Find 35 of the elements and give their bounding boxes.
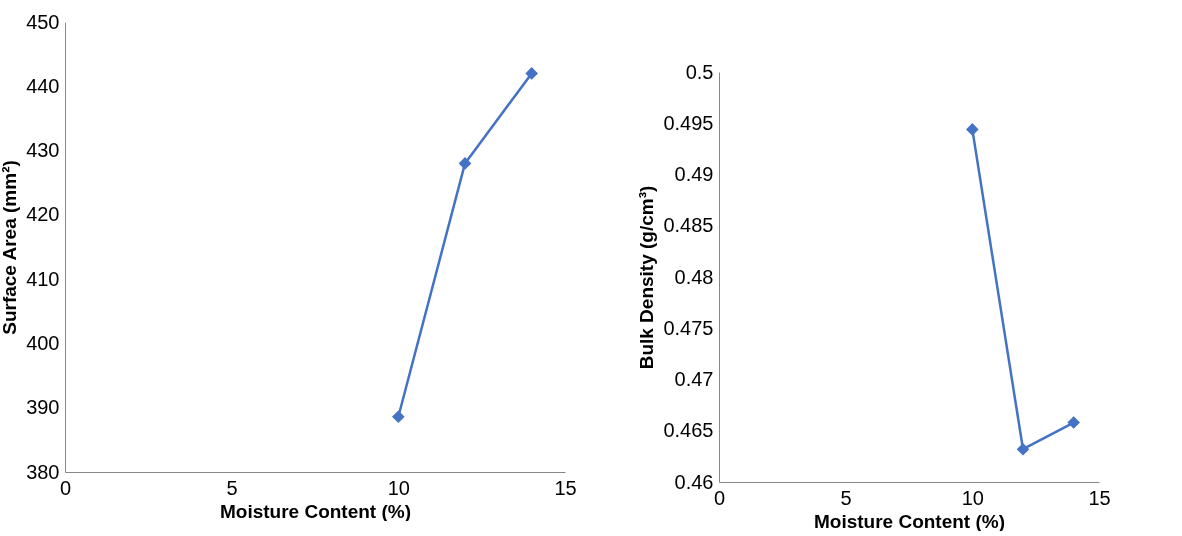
point [1016,442,1030,456]
x-tick-label: 0 [713,486,726,509]
y-tick-label: 0.495 [663,111,714,134]
point [458,157,472,170]
x-tick-label: 0 [59,476,72,499]
point [966,123,979,136]
y-tick-label: 430 [26,139,60,162]
x-tick-label: 15 [554,476,577,499]
y-tick-label: 0.475 [663,316,714,339]
y-axis-title: Surface Area (mm²) [0,160,21,335]
x-tick-label: 10 [961,486,984,509]
point [392,410,405,424]
x-tick-label: 5 [226,476,238,499]
y-tick-label: 410 [26,267,60,290]
y-tick-label: 0.49 [674,163,714,185]
y-tick-label: 450 [26,10,60,33]
y-tick-label: 380 [26,460,60,483]
point [1067,416,1080,429]
x-tick-label: 10 [387,476,410,499]
y-tick-label: 0.46 [674,470,714,493]
y-tick-label: 420 [26,203,60,226]
x-axis-title: Moisture Content (%) [813,510,1006,532]
x-tick-label: 5 [840,486,852,509]
x-tick-label: 15 [1088,486,1111,509]
y-tick-label: 0.485 [663,214,714,237]
y-axis-title: Bulk Density (g/cm³) [636,185,658,370]
y-tick-label: 0.465 [663,419,714,442]
y-tick-label: 0.47 [674,368,714,390]
y-tick-label: 440 [26,74,60,97]
y-tick-label: 0.5 [685,60,714,83]
y-tick-label: 400 [26,331,60,354]
y-tick-label: 390 [26,396,60,419]
y-tick-label: 0.48 [674,265,714,288]
x-axis-title: Moisture Content (%) [219,500,412,522]
point [525,67,538,80]
